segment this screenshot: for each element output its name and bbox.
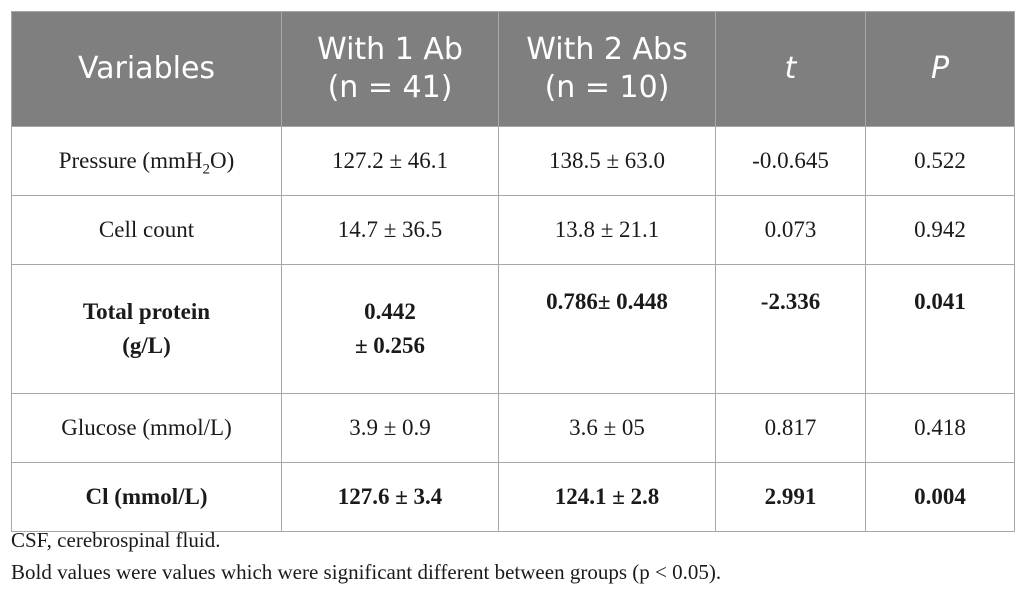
cell-p: 0.041 [865, 264, 1015, 394]
cell-variable: Glucose (mmol/L) [11, 393, 282, 463]
csf-comparison-table: Variables With 1 Ab (n = 41) With 2 Abs (n… [11, 11, 1015, 532]
cell-with-2-abs: 138.5 ± 63.0 [498, 126, 716, 196]
cell-with-2-abs: 13.8 ± 21.1 [498, 195, 716, 265]
cell-p: 0.522 [865, 126, 1015, 196]
table-row-total-protein: Total protein (g/L) 0.442 ± 0.256 0.786± 0… [11, 264, 1015, 394]
table-row-cell-count: Cell count 14.7 ± 36.5 13.8 ± 21.1 0.073… [11, 195, 1015, 265]
cell-t: -2.336 [715, 264, 866, 394]
table-footnotes: CSF, cerebrospinal fluid. Bold values we… [11, 524, 1014, 588]
cell-variable: Pressure (mmH2O) [11, 126, 282, 196]
footnote-bold-values: Bold values were values which were signi… [11, 560, 722, 584]
table-row-cl: Cl (mmol/L) 127.6 ± 3.4 124.1 ± 2.8 2.99… [11, 462, 1015, 532]
cell-with-2-abs: 0.786± 0.448 [498, 264, 716, 394]
cell-t: -0.0.645 [715, 126, 866, 196]
cell-t: 0.073 [715, 195, 866, 265]
csf-comparison-table-wrapper: Variables With 1 Ab (n = 41) With 2 Abs (n… [11, 11, 1015, 532]
header-t: t [715, 11, 866, 127]
table-row-pressure: Pressure (mmH2O) 127.2 ± 46.1 138.5 ± 63… [11, 126, 1015, 196]
cell-variable: Total protein (g/L) [11, 264, 282, 394]
cell-with-1-ab: 0.442 ± 0.256 [281, 264, 499, 394]
cell-t: 0.817 [715, 393, 866, 463]
cell-with-1-ab: 14.7 ± 36.5 [281, 195, 499, 265]
cell-p: 0.004 [865, 462, 1015, 532]
cell-p: 0.942 [865, 195, 1015, 265]
cell-with-1-ab: 3.9 ± 0.9 [281, 393, 499, 463]
cell-with-1-ab: 127.2 ± 46.1 [281, 126, 499, 196]
cell-with-2-abs: 124.1 ± 2.8 [498, 462, 716, 532]
cell-t: 2.991 [715, 462, 866, 532]
header-p: P [865, 11, 1015, 127]
header-row: Variables With 1 Ab (n = 41) With 2 Abs (n… [11, 11, 1015, 127]
cell-p: 0.418 [865, 393, 1015, 463]
header-variables: Variables [11, 11, 282, 127]
cell-with-2-abs: 3.6 ± 05 [498, 393, 716, 463]
cell-variable: Cell count [11, 195, 282, 265]
table-row-glucose: Glucose (mmol/L) 3.9 ± 0.9 3.6 ± 05 0.81… [11, 393, 1015, 463]
header-with-2-abs: With 2 Abs (n = 10) [498, 11, 716, 127]
cell-with-1-ab: 127.6 ± 3.4 [281, 462, 499, 532]
header-with-1-ab: With 1 Ab (n = 41) [281, 11, 499, 127]
cell-variable: Cl (mmol/L) [11, 462, 282, 532]
footnote-abbreviation: CSF, cerebrospinal fluid. [11, 528, 221, 552]
